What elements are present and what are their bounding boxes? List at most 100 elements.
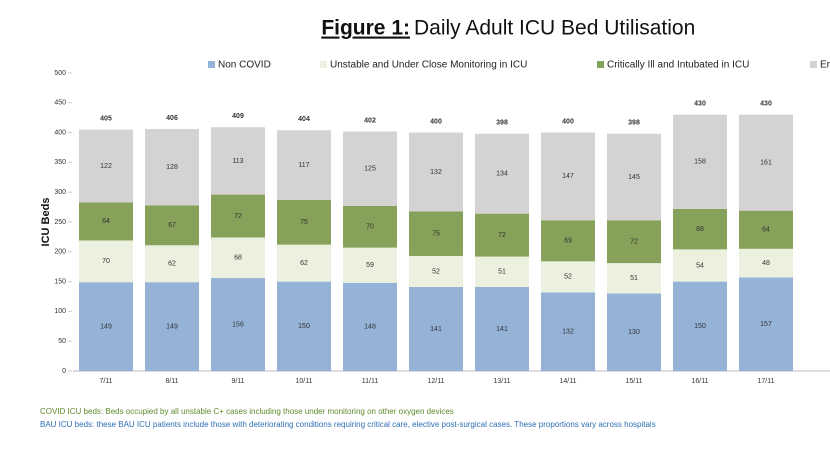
value-label: 72 bbox=[498, 232, 506, 239]
total-label: 409 bbox=[232, 113, 244, 120]
bar-segment bbox=[343, 247, 397, 283]
value-label: 52 bbox=[432, 268, 440, 275]
title-label: Figure 1: bbox=[321, 17, 410, 40]
bar-segment bbox=[673, 249, 727, 282]
value-label: 69 bbox=[564, 238, 572, 245]
bar-segment bbox=[145, 129, 199, 206]
legend-swatch bbox=[208, 61, 215, 68]
value-label: 68 bbox=[696, 226, 704, 233]
bar-segment bbox=[145, 245, 199, 283]
y-tick-label: 500 bbox=[54, 70, 66, 77]
value-label: 113 bbox=[232, 158, 243, 165]
value-label: 70 bbox=[102, 258, 110, 265]
value-label: 147 bbox=[562, 173, 574, 180]
value-label: 125 bbox=[364, 166, 376, 173]
total-label: 398 bbox=[628, 120, 640, 127]
x-tick-label: 11/11 bbox=[362, 378, 379, 385]
value-label: 64 bbox=[102, 218, 110, 225]
note: COVID ICU beds: Beds occupied by all uns… bbox=[40, 407, 454, 416]
total-label: 404 bbox=[298, 116, 310, 123]
total-label: 430 bbox=[760, 101, 772, 108]
bar-segment bbox=[673, 281, 727, 371]
x-tick-label: 16/11 bbox=[692, 378, 709, 385]
value-label: 150 bbox=[694, 323, 706, 330]
bar-segment bbox=[211, 237, 265, 279]
bar-segment bbox=[79, 202, 133, 241]
bar-segment bbox=[277, 199, 331, 245]
value-label: 54 bbox=[696, 262, 704, 269]
bar-segment bbox=[343, 131, 397, 206]
value-label: 62 bbox=[168, 261, 176, 268]
value-label: 52 bbox=[564, 274, 572, 281]
x-tick-label: 7/11 bbox=[99, 378, 112, 385]
note: BAU ICU beds: these BAU ICU patients inc… bbox=[40, 420, 656, 429]
bar-segment bbox=[673, 114, 727, 209]
bar-segment bbox=[607, 263, 661, 294]
x-tick-label: 10/11 bbox=[296, 378, 313, 385]
bar-segment bbox=[541, 220, 595, 262]
bar-segment bbox=[475, 133, 529, 214]
bar-segment bbox=[739, 114, 793, 211]
x-tick-label: 15/11 bbox=[626, 378, 643, 385]
total-label: 402 bbox=[364, 117, 376, 124]
y-axis-label: ICU Beds bbox=[40, 198, 52, 247]
bar-segment bbox=[739, 277, 793, 371]
value-label: 157 bbox=[760, 321, 772, 328]
bar-segment bbox=[145, 282, 199, 371]
y-tick-label: 100 bbox=[54, 308, 66, 315]
bar-segment bbox=[277, 244, 331, 282]
total-label: 398 bbox=[496, 120, 508, 127]
bar-segment bbox=[409, 286, 463, 371]
bar-segment bbox=[79, 240, 133, 283]
y-tick-label: 250 bbox=[54, 219, 66, 226]
y-tick-label: 50 bbox=[58, 338, 66, 345]
bar-segment bbox=[607, 220, 661, 264]
bar-segment bbox=[475, 213, 529, 257]
bar-segment bbox=[409, 211, 463, 256]
value-label: 72 bbox=[234, 213, 242, 220]
value-label: 68 bbox=[234, 255, 242, 262]
legend-swatch bbox=[320, 61, 327, 68]
x-tick-label: 13/11 bbox=[494, 378, 511, 385]
bar-segment bbox=[409, 255, 463, 287]
bar-segment bbox=[541, 292, 595, 371]
value-label: 67 bbox=[168, 222, 176, 229]
bar-segment bbox=[607, 133, 661, 221]
value-label: 149 bbox=[100, 323, 112, 330]
value-label: 148 bbox=[364, 324, 376, 331]
y-tick-label: 0 bbox=[62, 368, 66, 375]
bar-segment bbox=[277, 281, 331, 371]
value-label: 132 bbox=[562, 329, 574, 336]
bar-segment bbox=[607, 293, 661, 371]
total-label: 400 bbox=[562, 118, 574, 125]
x-tick-label: 17/11 bbox=[758, 378, 775, 385]
value-label: 48 bbox=[762, 260, 770, 267]
bar-segment bbox=[739, 210, 793, 249]
total-label: 405 bbox=[100, 115, 112, 122]
value-label: 134 bbox=[496, 171, 508, 178]
value-label: 117 bbox=[298, 162, 309, 169]
bar-segment bbox=[409, 132, 463, 212]
value-label: 156 bbox=[232, 321, 244, 328]
bar-segment bbox=[475, 256, 529, 287]
y-tick-label: 400 bbox=[54, 129, 66, 136]
value-label: 150 bbox=[298, 323, 310, 330]
legend-swatch bbox=[810, 61, 817, 68]
legend-label: Er bbox=[820, 60, 830, 71]
value-label: 130 bbox=[628, 329, 640, 336]
value-label: 161 bbox=[760, 160, 772, 167]
bar-segment bbox=[541, 132, 595, 221]
bar-segment bbox=[343, 282, 397, 371]
x-tick-label: 12/11 bbox=[428, 378, 445, 385]
x-tick-label: 14/11 bbox=[560, 378, 577, 385]
value-label: 145 bbox=[628, 174, 640, 181]
value-label: 62 bbox=[300, 260, 308, 267]
legend-label: Unstable and Under Close Monitoring in I… bbox=[330, 60, 527, 71]
bar-segment bbox=[343, 205, 397, 248]
value-label: 158 bbox=[694, 159, 706, 166]
bar-segment bbox=[673, 208, 727, 250]
value-label: 141 bbox=[496, 326, 508, 333]
value-label: 141 bbox=[430, 326, 442, 333]
value-label: 75 bbox=[300, 219, 308, 226]
bar-segment bbox=[211, 194, 265, 238]
